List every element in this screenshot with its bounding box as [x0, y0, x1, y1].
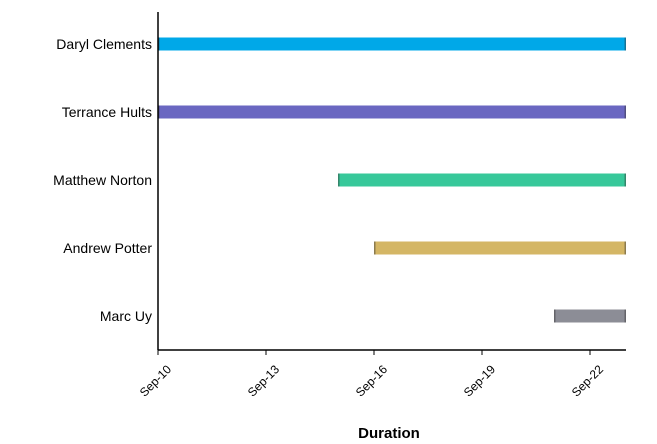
category-label: Matthew Norton — [53, 172, 152, 188]
x-axis-title: Duration — [358, 425, 420, 442]
bar-cap — [374, 241, 376, 255]
bar-cap — [554, 309, 556, 323]
category-label: Terrance Hults — [62, 104, 152, 120]
bar-matthew-norton — [338, 173, 626, 187]
bar-cap — [624, 37, 626, 51]
category-labels: Daryl Clements Terrance Hults Matthew Nort… — [53, 36, 152, 324]
bar-cap — [624, 173, 626, 187]
bar-terrance-hults — [158, 105, 626, 119]
ticks-layer: Sep-10 Sep-13 Sep-16 Sep-19 Sep-22 — [137, 350, 606, 399]
category-label: Andrew Potter — [63, 240, 152, 256]
bar-cap — [338, 173, 340, 187]
bar-daryl-clements — [158, 37, 626, 51]
x-tick-label: Sep-10 — [137, 362, 174, 399]
category-label: Marc Uy — [100, 308, 152, 324]
bar-cap — [624, 241, 626, 255]
bar-andrew-potter — [374, 241, 626, 255]
bars-layer — [158, 37, 626, 323]
x-tick-label: Sep-16 — [353, 362, 390, 399]
x-tick-label: Sep-13 — [245, 362, 282, 399]
bar-marc-uy — [554, 309, 626, 323]
x-tick-label: Sep-19 — [461, 362, 498, 399]
x-tick-label: Sep-22 — [569, 362, 606, 399]
bar-cap — [624, 309, 626, 323]
bar-cap — [624, 105, 626, 119]
category-label: Daryl Clements — [56, 36, 152, 52]
